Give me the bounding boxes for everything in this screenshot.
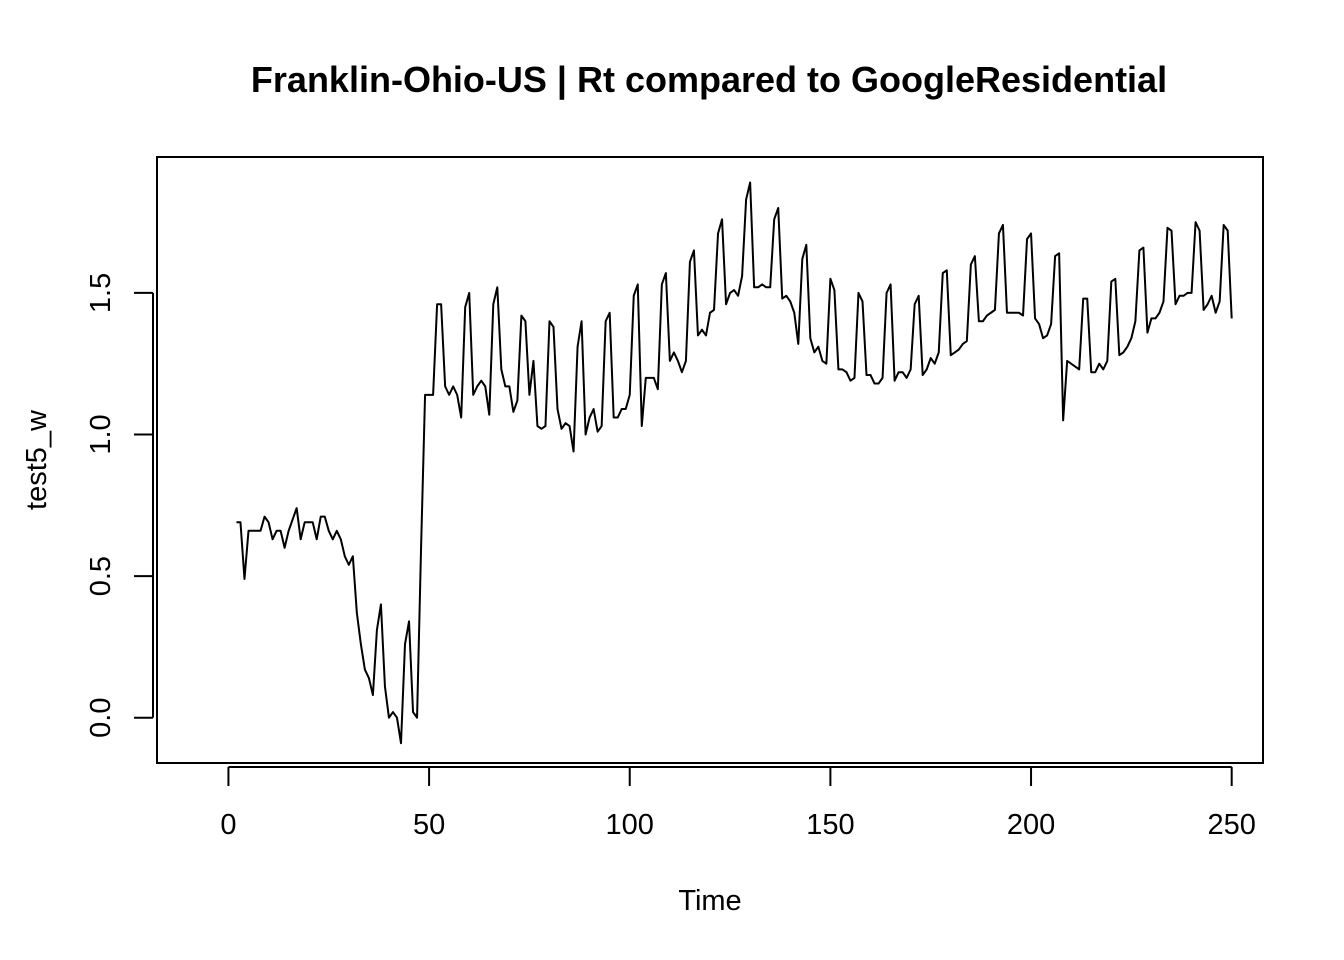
x-tick-label: 150 — [806, 809, 854, 841]
x-tick-label: 250 — [1208, 809, 1256, 841]
x-tick-label: 200 — [1007, 809, 1055, 841]
x-tick-label: 50 — [413, 809, 445, 841]
series-line-test5-w — [236, 181, 1233, 745]
y-tick-label: 0.5 — [85, 556, 117, 596]
x-axis: 0 50 100 150 200 250 — [220, 766, 1256, 841]
y-tick-label: 1.5 — [85, 273, 117, 313]
x-axis-label: Time — [678, 885, 741, 917]
x-tick-label: 0 — [220, 809, 236, 841]
y-tick-label: 1.0 — [85, 414, 117, 454]
y-axis: 0.0 0.5 1.0 1.5 — [85, 273, 154, 738]
chart-title: Franklin-Ohio-US | Rt compared to Google… — [251, 59, 1167, 101]
y-axis-label: test5_w — [21, 409, 53, 510]
x-tick-label: 100 — [606, 809, 654, 841]
plot-frame — [156, 156, 1264, 764]
y-tick-label: 0.0 — [85, 698, 117, 738]
